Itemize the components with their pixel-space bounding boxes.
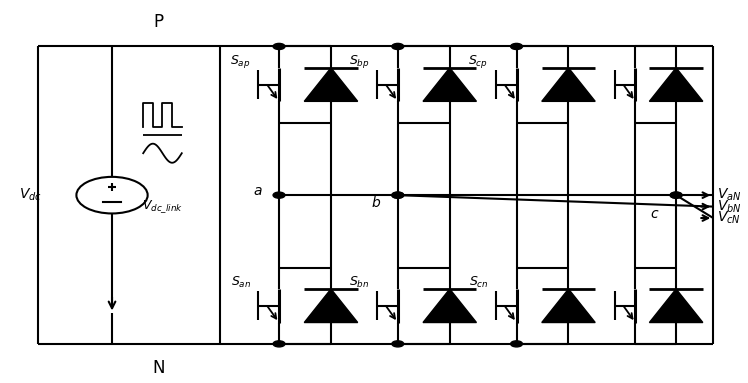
Text: $b$: $b$ bbox=[371, 195, 381, 210]
Polygon shape bbox=[304, 289, 358, 322]
Text: $V_{bN}$: $V_{bN}$ bbox=[717, 198, 741, 215]
Circle shape bbox=[273, 43, 285, 49]
Text: $S_{cn}$: $S_{cn}$ bbox=[469, 275, 488, 290]
Circle shape bbox=[670, 192, 682, 198]
Circle shape bbox=[511, 341, 522, 347]
Circle shape bbox=[392, 43, 404, 49]
Polygon shape bbox=[423, 68, 476, 101]
Polygon shape bbox=[649, 68, 703, 101]
Circle shape bbox=[670, 192, 682, 198]
Polygon shape bbox=[542, 68, 595, 101]
Polygon shape bbox=[423, 289, 476, 322]
Circle shape bbox=[273, 341, 285, 347]
Circle shape bbox=[511, 43, 522, 49]
Text: $c$: $c$ bbox=[650, 207, 660, 221]
Text: $V_{cN}$: $V_{cN}$ bbox=[717, 210, 741, 226]
Polygon shape bbox=[304, 68, 358, 101]
Text: $V_{aN}$: $V_{aN}$ bbox=[717, 187, 741, 203]
Text: $V_{dc}$: $V_{dc}$ bbox=[19, 187, 42, 203]
Polygon shape bbox=[542, 289, 595, 322]
Text: $S_{bn}$: $S_{bn}$ bbox=[349, 275, 370, 290]
Text: N: N bbox=[152, 359, 165, 377]
Circle shape bbox=[392, 192, 404, 198]
Circle shape bbox=[392, 341, 404, 347]
Circle shape bbox=[392, 192, 404, 198]
Text: $S_{bp}$: $S_{bp}$ bbox=[349, 53, 370, 70]
Text: $S_{cp}$: $S_{cp}$ bbox=[468, 53, 488, 70]
Text: $S_{an}$: $S_{an}$ bbox=[230, 275, 251, 290]
Polygon shape bbox=[649, 289, 703, 322]
Circle shape bbox=[273, 192, 285, 198]
Text: $S_{ap}$: $S_{ap}$ bbox=[230, 53, 251, 70]
Text: $V_{dc\_link}$: $V_{dc\_link}$ bbox=[142, 198, 183, 215]
Text: P: P bbox=[153, 13, 164, 31]
Text: $a$: $a$ bbox=[253, 184, 263, 198]
